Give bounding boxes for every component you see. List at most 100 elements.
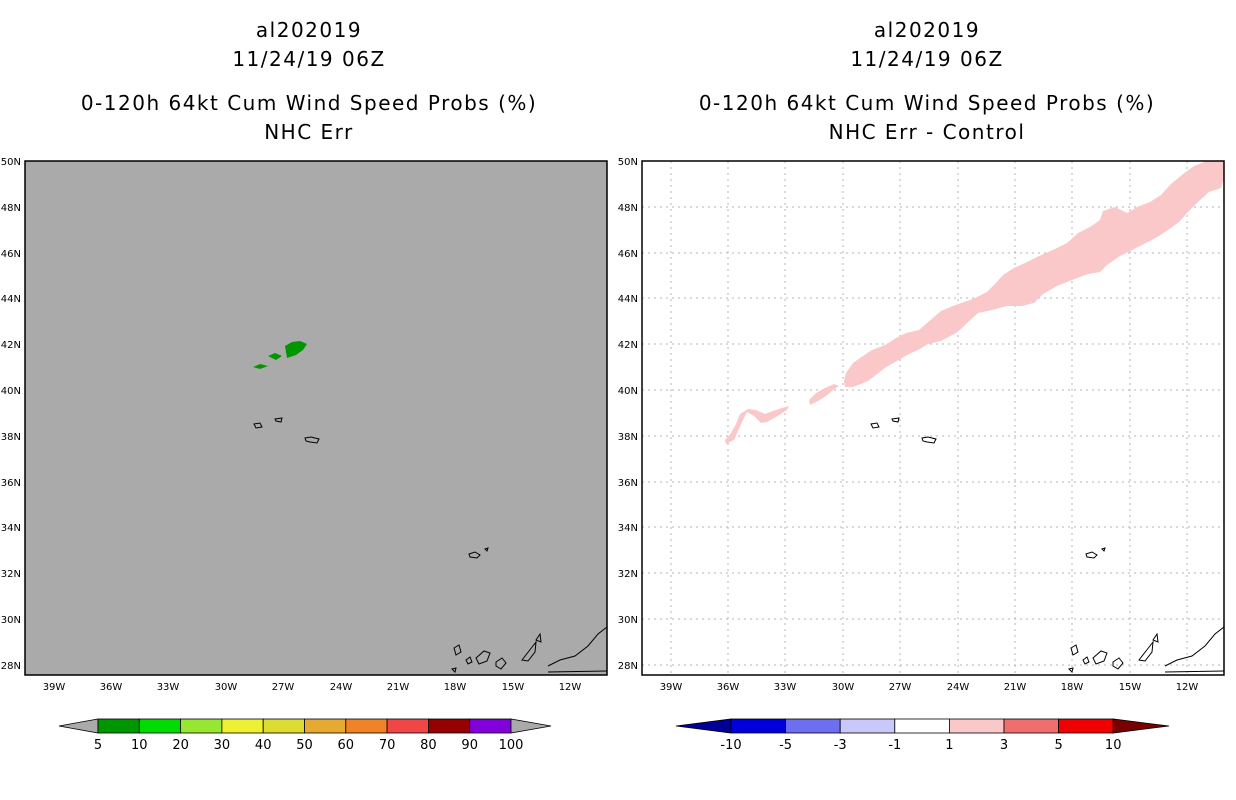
- left-map-frame: [24, 160, 608, 676]
- lat-label: 46N: [618, 249, 638, 260]
- lat-label: 30N: [1, 615, 21, 626]
- colorbar-label: -3: [834, 738, 847, 753]
- right-title-product: 0-120h 64kt Cum Wind Speed Probs (%): [699, 91, 1155, 115]
- lon-label: 30W: [832, 682, 855, 693]
- lat-label: 44N: [1, 294, 21, 305]
- colorbar-segment: [180, 718, 223, 734]
- colorbar-label: 50: [296, 738, 313, 753]
- lat-label: 36N: [618, 478, 638, 489]
- colorbar-segment: [427, 718, 471, 734]
- colorbar-segment: [949, 718, 1005, 734]
- lon-label: 27W: [889, 682, 912, 693]
- lon-label: 12W: [559, 682, 582, 693]
- colorbar-segment: [1003, 718, 1059, 734]
- lat-label: 38N: [618, 432, 638, 443]
- lat-label: 34N: [618, 523, 638, 534]
- colorbar-label: 100: [499, 738, 524, 753]
- lon-label: 39W: [43, 682, 66, 693]
- lon-label: 33W: [774, 682, 797, 693]
- right-panel: al202019 11/24/19 06Z 0-120h 64kt Cum Wi…: [618, 18, 1225, 753]
- colorbar-label: 5: [94, 738, 102, 753]
- left-lat-labels: 50N 48N 46N 44N 42N 40N 38N 36N 34N 32N …: [1, 157, 21, 672]
- left-probability-area: [253, 341, 307, 369]
- colorbar-extend-low: [58, 718, 99, 734]
- lat-label: 32N: [1, 569, 21, 580]
- lon-label: 12W: [1176, 682, 1199, 693]
- left-title-subtitle: NHC Err: [264, 120, 354, 144]
- colorbar-label: 10: [131, 738, 148, 753]
- colorbar-segment: [304, 718, 347, 734]
- colorbar-label: 80: [420, 738, 437, 753]
- colorbar-segment: [262, 718, 305, 734]
- lon-label: 39W: [660, 682, 683, 693]
- lon-label: 33W: [157, 682, 180, 693]
- lat-label: 50N: [618, 157, 638, 168]
- lon-label: 36W: [100, 682, 123, 693]
- lat-label: 32N: [618, 569, 638, 580]
- colorbar-label: -10: [720, 738, 741, 753]
- lat-label: 42N: [618, 340, 638, 351]
- lon-label: 24W: [947, 682, 970, 693]
- lon-label: 24W: [330, 682, 353, 693]
- lat-label: 28N: [618, 661, 638, 672]
- lon-label: 21W: [387, 682, 410, 693]
- right-colorbar-labels: -10 -5 -3 -1 1 3 5 10: [720, 738, 1121, 753]
- lat-label: 40N: [1, 386, 21, 397]
- lat-label: 46N: [1, 249, 21, 260]
- colorbar-extend-high: [1112, 718, 1170, 734]
- right-difference-area: [725, 161, 1224, 444]
- lon-label: 15W: [502, 682, 525, 693]
- colorbar-segment: [839, 718, 896, 734]
- lat-label: 50N: [1, 157, 21, 168]
- colorbar-segment: [221, 718, 264, 734]
- left-title-storm: al202019: [256, 18, 362, 42]
- lat-label: 44N: [618, 294, 638, 305]
- colorbar-label: 5: [1054, 738, 1062, 753]
- colorbar-segment: [1058, 718, 1114, 734]
- right-title-storm: al202019: [874, 18, 980, 42]
- colorbar-label: 1: [945, 738, 953, 753]
- colorbar-segment: [345, 718, 388, 734]
- lat-label: 40N: [618, 386, 638, 397]
- lon-label: 21W: [1004, 682, 1027, 693]
- colorbar-label: 40: [255, 738, 272, 753]
- lat-label: 28N: [1, 661, 21, 672]
- left-title-product: 0-120h 64kt Cum Wind Speed Probs (%): [81, 91, 537, 115]
- colorbar-segment: [97, 718, 140, 734]
- lat-label: 34N: [1, 523, 21, 534]
- colorbar-label: -1: [888, 738, 901, 753]
- right-lon-labels: 39W 36W 33W 30W 27W 24W 21W 18W 15W 12W: [660, 682, 1199, 693]
- colorbar-label: 70: [379, 738, 396, 753]
- colorbar-segment: [730, 718, 786, 734]
- lat-label: 38N: [1, 432, 21, 443]
- colorbar-segment: [469, 718, 512, 734]
- lon-label: 15W: [1119, 682, 1142, 693]
- left-map-background: [25, 161, 607, 675]
- colorbar-label: 3: [1000, 738, 1008, 753]
- lon-label: 18W: [444, 682, 467, 693]
- lat-label: 30N: [618, 615, 638, 626]
- left-lon-labels: 39W 36W 33W 30W 27W 24W 21W 18W 15W 12W: [43, 682, 582, 693]
- colorbar-segment: [785, 718, 841, 734]
- colorbar-label: 20: [172, 738, 189, 753]
- right-title-time: 11/24/19 06Z: [850, 47, 1003, 71]
- colorbar-extend-high: [510, 718, 552, 734]
- colorbar-label: 30: [214, 738, 231, 753]
- right-map-frame: [641, 160, 1225, 676]
- right-lat-labels: 50N 48N 46N 44N 42N 40N 38N 36N 34N 32N …: [618, 157, 638, 672]
- lat-label: 42N: [1, 340, 21, 351]
- left-panel: al202019 11/24/19 06Z 0-120h 64kt Cum Wi…: [1, 18, 608, 753]
- lon-label: 18W: [1061, 682, 1084, 693]
- lat-label: 48N: [1, 203, 21, 214]
- colorbar-label: 90: [461, 738, 478, 753]
- colorbar-extend-low: [675, 718, 732, 734]
- lat-label: 48N: [618, 203, 638, 214]
- left-colorbar: [58, 718, 552, 734]
- colorbar-label: -5: [779, 738, 792, 753]
- colorbar-segment: [138, 718, 182, 734]
- colorbar-segment: [894, 718, 950, 734]
- left-title-time: 11/24/19 06Z: [232, 47, 385, 71]
- lon-label: 36W: [717, 682, 740, 693]
- lat-label: 36N: [1, 478, 21, 489]
